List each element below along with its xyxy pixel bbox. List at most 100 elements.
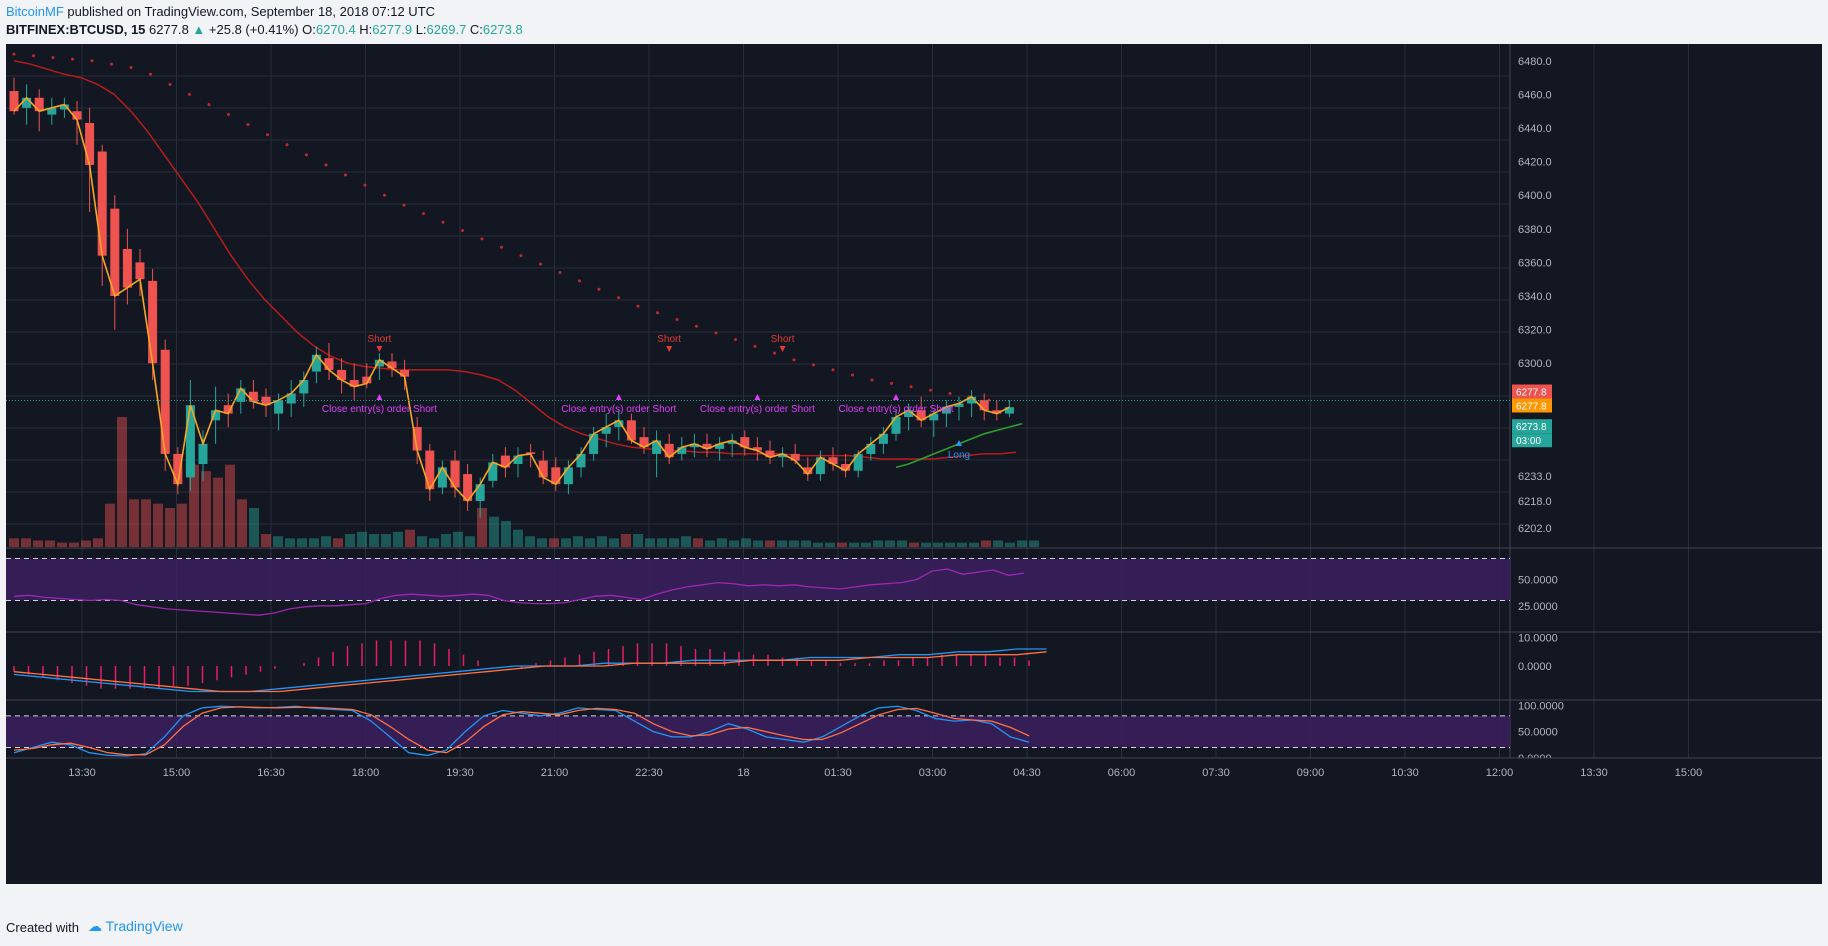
volume-bar	[957, 542, 967, 547]
volume-bar	[897, 540, 907, 547]
candle-body	[261, 396, 271, 406]
candle-body	[286, 393, 296, 404]
candle-body	[236, 388, 246, 402]
candle-body	[614, 420, 624, 428]
time-tick-label: 03:00	[919, 767, 947, 779]
sar-dot	[675, 318, 679, 322]
volume-bar	[513, 529, 523, 547]
time-tick-label: 16:30	[257, 767, 285, 779]
volume-bar	[765, 540, 775, 547]
volume-bar	[465, 536, 475, 547]
sar-dot	[168, 82, 172, 86]
author-link[interactable]: BitcoinMF	[6, 4, 64, 19]
time-tick-label: 09:00	[1297, 767, 1325, 779]
candle-body	[828, 457, 838, 464]
tradingview-logo[interactable]: ☁ TradingView	[88, 918, 183, 934]
volume-bar	[237, 499, 247, 547]
close-signal-label: Close entry(s) order Short	[561, 404, 676, 415]
candle-body	[702, 443, 712, 449]
sar-dot	[695, 324, 698, 328]
macd-tick-label: 0.0000	[1518, 661, 1552, 673]
chart-canvas[interactable]: Short Close entry(s) order Short Short Clos…	[6, 44, 1822, 884]
volume-bar	[489, 516, 499, 547]
candle-body	[904, 410, 914, 417]
candle-body	[576, 453, 586, 468]
volume-bar	[93, 538, 103, 547]
sar-dot	[51, 55, 55, 59]
sar-dot	[948, 391, 952, 395]
sar-dot	[32, 54, 35, 58]
chart-area[interactable]: Short Close entry(s) order Short Short Clos…	[6, 44, 1822, 884]
volume-bar	[273, 536, 283, 547]
candle-body	[412, 427, 422, 451]
volume-bar	[333, 538, 343, 547]
time-tick-label: 13:30	[68, 767, 96, 779]
candle-body	[185, 405, 195, 478]
price-tick-label: 6360.0	[1518, 257, 1552, 269]
volume-bar	[285, 538, 295, 547]
close-signal-label: Close entry(s) order Short	[838, 404, 953, 415]
volume-bar	[789, 540, 799, 547]
time-tick-label: 12:00	[1486, 767, 1514, 779]
volume-bar	[885, 540, 895, 547]
candle-body	[954, 403, 964, 407]
low-value: 6269.7	[426, 22, 467, 37]
rsi-band	[6, 558, 1510, 601]
sar-dot	[929, 388, 932, 392]
volume-bar	[105, 503, 115, 547]
volume-bar	[1005, 542, 1015, 547]
candle-body	[173, 453, 183, 485]
volume-bar	[1017, 540, 1027, 547]
volume-bar	[57, 542, 67, 547]
volume-bar	[153, 503, 163, 547]
stoch-band	[6, 715, 1510, 748]
candle-body	[1004, 407, 1014, 414]
symbol-label[interactable]: BITFINEX:BTCUSD, 15	[6, 22, 146, 37]
candle-body	[790, 453, 800, 461]
candle-body	[752, 447, 762, 451]
sar-dot	[734, 338, 737, 342]
candle-body	[992, 410, 1002, 414]
sar-dot	[90, 59, 94, 63]
volume-bar	[453, 531, 463, 547]
open-label: O:	[302, 22, 316, 37]
sar-dot	[129, 66, 133, 70]
candle-body	[677, 447, 687, 454]
candle-body	[274, 400, 284, 414]
candle-body	[891, 416, 901, 434]
candle-body	[878, 433, 888, 444]
candle-body	[589, 433, 599, 454]
volume-bar	[201, 471, 211, 547]
sar-dot	[12, 52, 16, 56]
candle-body	[299, 380, 309, 394]
volume-bar	[1029, 540, 1039, 547]
volume-bar	[117, 417, 127, 547]
volume-bar	[981, 540, 991, 547]
candle-body	[500, 455, 510, 468]
volume-bar	[525, 536, 535, 547]
candle-body	[148, 280, 158, 364]
rsi-line	[13, 568, 1024, 616]
up-arrow-icon: ▲	[192, 22, 206, 37]
volume-bar	[249, 508, 259, 547]
volume-bar	[585, 538, 595, 547]
candle-body	[374, 359, 384, 367]
stoch-tick-label: 50.0000	[1518, 727, 1558, 739]
candle-body	[85, 122, 95, 165]
price-tag-box	[1512, 384, 1552, 399]
sar-dot	[285, 143, 289, 147]
tradingview-brand: TradingView	[105, 918, 183, 934]
candle-body	[9, 91, 19, 112]
volume-bar	[297, 538, 307, 547]
candle-body	[223, 405, 233, 414]
volume-bar	[609, 538, 619, 547]
volume-bar	[945, 542, 955, 547]
sar-dot	[870, 378, 874, 382]
candle-body	[916, 410, 926, 421]
high-label: H:	[359, 22, 373, 37]
rsi-tick-label: 50.0000	[1518, 575, 1558, 587]
candle-body	[740, 437, 750, 448]
candle-body	[778, 453, 788, 458]
candle-body	[765, 450, 775, 458]
sar-dot	[539, 262, 542, 266]
